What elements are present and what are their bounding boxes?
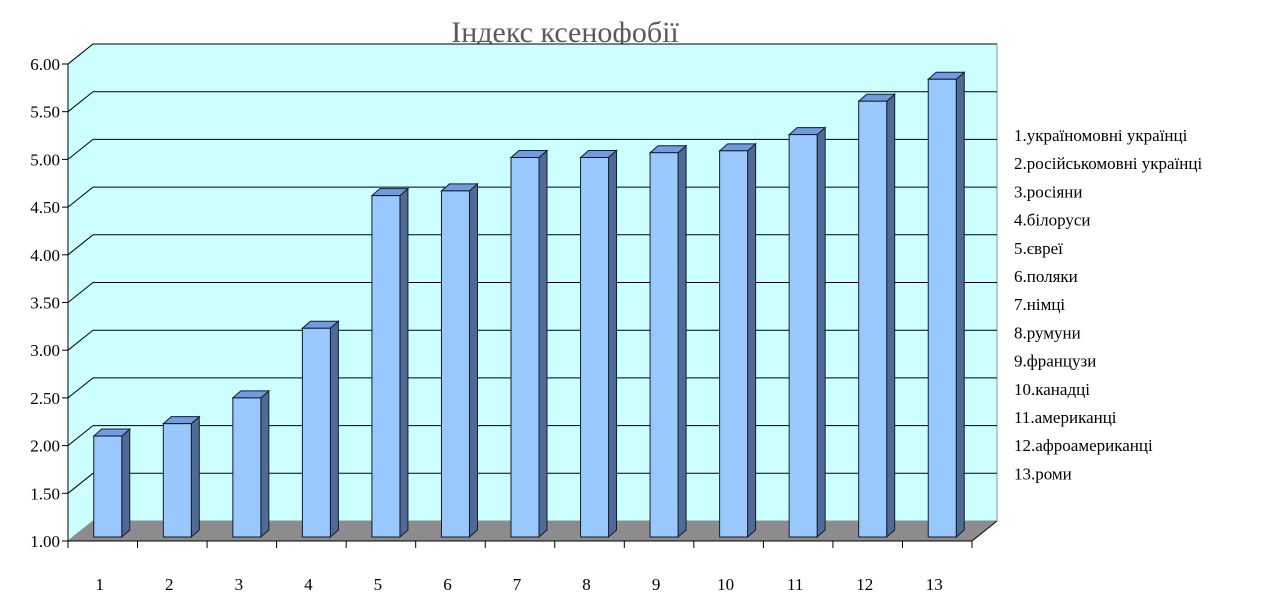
grid-lines — [67, 43, 997, 494]
bar — [509, 149, 549, 539]
bar — [301, 320, 340, 539]
legend-entry: 3.росіяни — [1014, 182, 1082, 201]
x-tick-label: 2 — [165, 575, 174, 594]
bar-front — [162, 423, 192, 538]
bar — [370, 187, 410, 539]
bar-front — [649, 152, 679, 538]
bar-front — [858, 100, 888, 538]
x-axis-ticks: 1 2 3 4 5 6 7 8 9 10 11 12 13 — [67, 541, 973, 594]
legend-entry: 12.афроамериканці — [1014, 436, 1153, 455]
gridline — [67, 234, 997, 256]
y-tick-label: 2.50 — [30, 389, 60, 408]
x-tick-label: 13 — [926, 575, 943, 594]
bar-side — [886, 93, 896, 539]
gridline — [67, 186, 997, 208]
y-tick-label: 5.50 — [30, 103, 60, 122]
gridline — [67, 377, 997, 399]
legend-entry: 10.канадці — [1014, 380, 1090, 399]
bar-front — [371, 195, 401, 538]
bar-side — [468, 182, 478, 539]
x-tick-label: 11 — [787, 575, 803, 594]
bar — [231, 389, 271, 539]
bar-side — [260, 389, 270, 539]
legend-entry: 9.французи — [1014, 352, 1096, 371]
gridline — [67, 472, 997, 494]
x-tick-label: 1 — [96, 575, 105, 594]
bar — [787, 126, 827, 539]
bar-side — [190, 415, 200, 539]
legend-entry: 4.білоруси — [1014, 211, 1091, 230]
bar — [579, 149, 618, 539]
gridline — [67, 138, 997, 160]
legend-entry: 8.румуни — [1014, 323, 1081, 342]
bar-side — [608, 149, 618, 539]
bar-side — [955, 71, 965, 539]
gridline — [67, 43, 997, 65]
bar-side — [399, 187, 409, 539]
y-tick-label: 2.00 — [30, 437, 60, 456]
x-tick-label: 8 — [582, 575, 591, 594]
bar-side — [677, 144, 687, 539]
gridline — [67, 91, 997, 113]
bars — [92, 71, 966, 539]
legend-entry: 5.євреї — [1014, 239, 1063, 258]
x-tick-label: 7 — [513, 575, 522, 594]
x-tick-label: 12 — [856, 575, 873, 594]
bar — [161, 415, 201, 539]
legend-entry: 11.американці — [1014, 408, 1117, 427]
x-tick-label: 4 — [304, 575, 313, 594]
x-tick-label: 10 — [717, 575, 734, 594]
x-tick-label: 5 — [374, 575, 383, 594]
bar — [718, 142, 757, 539]
legend-entry: 13.роми — [1014, 464, 1072, 483]
bar — [440, 182, 479, 539]
bar — [857, 93, 897, 539]
bar — [92, 427, 132, 539]
bar — [648, 144, 688, 539]
bar-front — [927, 78, 957, 538]
y-tick-label: 4.00 — [30, 246, 60, 265]
gridline — [67, 329, 997, 351]
bar-front — [232, 397, 262, 538]
y-tick-label: 5.00 — [30, 150, 60, 169]
legend-entry: 1.україномовні українці — [1014, 126, 1188, 145]
bar-front — [510, 156, 540, 538]
y-axis-ticks: 1.00 1.50 2.00 2.50 3.00 3.50 4.00 4.50 5.00 5.50… — [30, 55, 68, 551]
bar-side — [538, 149, 548, 539]
y-tick-label: 1.50 — [30, 484, 60, 503]
y-tick-label: 6.00 — [30, 55, 60, 74]
bar-front — [301, 327, 331, 538]
x-tick-label: 6 — [443, 575, 452, 594]
x-tick-label: 9 — [652, 575, 661, 594]
bar-side — [816, 126, 826, 539]
bar — [926, 71, 966, 539]
gridline — [67, 282, 997, 303]
bar-front — [580, 156, 610, 538]
legend-entry: 2.російськомовні українці — [1014, 154, 1202, 173]
bar-front — [788, 134, 818, 538]
bar-side — [329, 320, 339, 539]
gridline — [67, 425, 997, 446]
y-tick-label: 4.50 — [30, 198, 60, 217]
bar-side — [747, 142, 757, 539]
bar-front — [719, 150, 749, 538]
bar-front — [440, 190, 470, 538]
y-tick-label: 3.50 — [30, 294, 60, 313]
bar-front — [93, 435, 123, 538]
legend-entry: 6.поляки — [1014, 267, 1078, 286]
y-tick-label: 1.00 — [30, 532, 60, 551]
x-tick-label: 3 — [235, 575, 244, 594]
y-tick-label: 3.00 — [30, 341, 60, 360]
legend-entry: 7.німці — [1014, 295, 1065, 314]
bar-side — [121, 427, 131, 539]
legend: 1.україномовні українці 2.російськомовні … — [1014, 126, 1202, 483]
floor-edge — [971, 520, 998, 542]
